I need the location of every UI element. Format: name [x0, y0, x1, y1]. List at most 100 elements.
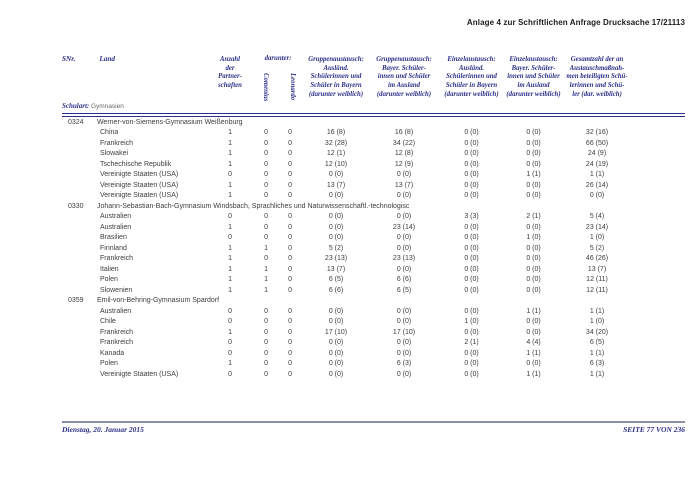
value-cell: 0 (0) [526, 328, 541, 336]
country-cell: Australien [100, 223, 132, 231]
value-cell: 0 (0) [396, 349, 412, 357]
table-wrap: SNr. Land Schulart: Gymnasien Anzahl der… [62, 55, 686, 380]
snr-cell [62, 317, 96, 328]
value-cell: 0 (0) [396, 192, 412, 200]
value-cell: 0 (0) [526, 360, 541, 368]
value-cell: 0 [264, 328, 268, 336]
exchange-table: SNr. Land Schulart: Gymnasien Anzahl der… [62, 55, 686, 380]
value-cell: 0 [264, 318, 268, 326]
value-cell: 0 (0) [526, 244, 541, 252]
value-cell: 2 (1) [526, 213, 541, 221]
value-cell: 1 (1) [526, 349, 541, 357]
group-name: Johann-Sebastian-Bach-Gymnasium Windsbac… [96, 202, 410, 210]
value-cell: 13 (7) [326, 181, 346, 189]
group-name: Emil-von-Behring-Gymnasium Spardorf [96, 297, 220, 305]
value-cell: 0 (0) [396, 307, 412, 315]
value-cell: 0 (0) [526, 265, 541, 273]
doc-title: Anlage 4 zur Schriftlichen Anfrage Druck… [466, 18, 685, 27]
value-cell: 0 [288, 307, 292, 315]
snr-cell [62, 128, 96, 139]
value-cell: 0 (0) [328, 213, 344, 221]
table-header: SNr. Land Schulart: Gymnasien Anzahl der… [62, 55, 686, 117]
value-cell: 23 (14) [392, 223, 416, 231]
snr-cell [62, 359, 96, 370]
darunter-header: darunter: Comenius Leonardo [254, 55, 303, 117]
snr-cell [62, 254, 96, 265]
value-cell: 5 (2) [328, 244, 344, 252]
table-row: Brasilien 0 0 0 0 (0) 0 (0) 0 (0) 1 (0) … [62, 233, 685, 244]
group-exchange-in-header: Gruppenaustausch: Ausländ. Schülerinnen … [302, 55, 371, 117]
country-cell: China [100, 129, 119, 137]
value-cell: 6 (5) [328, 276, 344, 284]
value-cell: 0 [264, 255, 268, 263]
value-cell: 0 [288, 223, 292, 231]
country-cell: Frankreich [100, 255, 134, 263]
value-cell: 12 (11) [586, 286, 608, 294]
value-cell: 0 [288, 244, 292, 252]
country-cell: Finnland [100, 244, 127, 252]
value-cell: 1 [264, 286, 268, 294]
value-cell: 0 (0) [328, 223, 344, 231]
value-cell: 32 (28) [324, 139, 348, 147]
spacer-cell [632, 233, 685, 244]
value-cell: 0 (0) [464, 265, 479, 273]
value-cell: 1 [228, 150, 232, 158]
value-cell: 0 [288, 276, 292, 284]
table-row: Frankreich 1 0 0 32 (28) 34 (22) 0 (0) 0… [62, 138, 685, 149]
country-cell: Slowakei [100, 150, 129, 158]
country-cell: Frankreich [100, 339, 134, 347]
value-cell: 24 (9) [587, 150, 607, 158]
value-cell: 0 (0) [328, 307, 344, 315]
group-row: 0324 Werner-von-Siemens-Gymnasium Weißen… [62, 115, 685, 128]
value-cell: 1 [228, 129, 232, 137]
value-cell: 17 (10) [392, 328, 416, 336]
schulart-value: Gymnasien [90, 103, 124, 110]
value-cell: 1 (0) [464, 318, 479, 326]
spacer-cell [632, 191, 685, 202]
value-cell: 34 (22) [392, 139, 416, 147]
country-cell: Italien [100, 265, 119, 273]
value-cell: 34 (20) [585, 328, 609, 336]
value-cell: 0 [264, 213, 268, 221]
table-row: Italien 1 1 0 13 (7) 0 (0) 0 (0) 0 (0) 1… [62, 264, 685, 275]
value-cell: 0 (0) [526, 192, 541, 200]
table-row: China 1 0 0 16 (8) 16 (8) 0 (0) 0 (0) 32… [62, 128, 685, 139]
table-row: Frankreich 1 0 0 23 (13) 23 (13) 0 (0) 0… [62, 254, 685, 265]
value-cell: 0 [288, 129, 292, 137]
value-cell: 0 [264, 307, 268, 315]
value-cell: 1 (1) [589, 370, 605, 378]
value-cell: 0 [264, 360, 268, 368]
value-cell: 0 [264, 129, 268, 137]
value-cell: 1 (0) [589, 318, 605, 326]
snr-cell [62, 180, 96, 191]
value-cell: 1 [228, 328, 232, 336]
value-cell: 0 (0) [526, 181, 541, 189]
country-cell: Kanada [100, 349, 125, 357]
value-cell: 23 (14) [585, 223, 609, 231]
country-cell: Chile [100, 318, 116, 326]
value-cell: 0 (0) [328, 318, 344, 326]
value-cell: 0 [288, 265, 292, 273]
table-body: 0324 Werner-von-Siemens-Gymnasium Weißen… [62, 115, 685, 380]
spacer-cell [632, 243, 685, 254]
value-cell: 6 (6) [328, 286, 344, 294]
value-cell: 1 [228, 255, 232, 263]
snr-cell [62, 338, 96, 349]
table-row: Vereinigte Staaten (USA) 0 0 0 0 (0) 0 (… [62, 170, 685, 181]
value-cell: 0 (0) [464, 150, 479, 158]
value-cell: 0 (0) [328, 339, 344, 347]
value-cell: 0 [264, 160, 268, 168]
single-exchange-out-header: Einzelaustausch: Bayer. Schüler- innen u… [505, 55, 563, 117]
value-cell: 0 (0) [396, 213, 412, 221]
value-cell: 0 (0) [396, 339, 412, 347]
value-cell: 0 [288, 213, 292, 221]
spacer-cell [632, 128, 685, 139]
value-cell: 1 [228, 181, 232, 189]
value-cell: 0 [288, 286, 292, 294]
table-row: Vereinigte Staaten (USA) 0 0 0 0 (0) 0 (… [62, 369, 685, 380]
value-cell: 0 (0) [396, 234, 412, 242]
table-row: Frankreich 0 0 0 0 (0) 0 (0) 2 (1) 4 (4)… [62, 338, 685, 349]
snr-cell [62, 191, 96, 202]
snr-cell [62, 264, 96, 275]
group-row: 0330 Johann-Sebastian-Bach-Gymnasium Win… [62, 201, 685, 212]
